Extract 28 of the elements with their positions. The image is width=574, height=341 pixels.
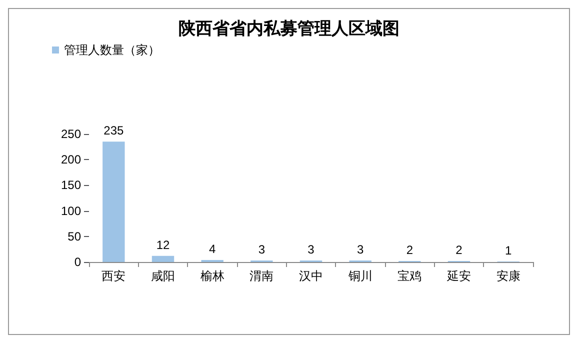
bar	[152, 256, 174, 262]
x-tick-label: 咸阳	[151, 269, 175, 283]
x-tick-label: 汉中	[299, 269, 323, 283]
data-label: 12	[156, 238, 170, 252]
legend-label: 管理人数量（家）	[64, 43, 160, 57]
y-tick-label: 50	[68, 229, 82, 244]
data-label: 3	[356, 242, 364, 256]
y-tick-label: 100	[60, 204, 82, 218]
chart-title: 陕西省省内私募管理人区域图	[178, 19, 400, 38]
data-label: 2	[456, 242, 463, 257]
x-tick-label: 宝鸡	[398, 269, 422, 283]
data-label: 2	[406, 242, 414, 257]
data-label: 3	[308, 242, 315, 256]
x-tick-label: 榆林	[200, 269, 224, 283]
data-label: 1	[504, 243, 512, 258]
x-tick-label: 西安	[102, 269, 126, 283]
x-tick-label: 铜川	[347, 269, 372, 283]
y-tick-label: 200	[60, 152, 82, 167]
data-label: 4	[208, 242, 216, 256]
data-label: 235	[104, 124, 124, 138]
y-tick-label: 250	[60, 127, 82, 141]
data-label: 3	[258, 242, 266, 256]
x-tick-label: 渭南	[250, 269, 274, 283]
x-tick-label: 安康	[496, 269, 520, 283]
y-tick-label: 150	[60, 178, 82, 192]
y-tick-label: 0	[74, 255, 82, 269]
x-tick-label: 延安	[446, 269, 471, 283]
bar	[102, 142, 125, 262]
